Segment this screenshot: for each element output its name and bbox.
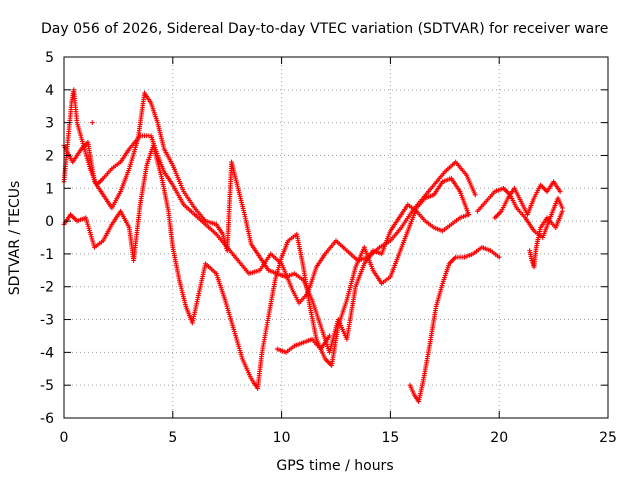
series-satellite-track-5: [274, 333, 332, 355]
series-satellite-track-8: [527, 208, 565, 270]
x-tick-label: 20: [490, 430, 508, 446]
x-axis-title: GPS time / hours: [276, 458, 393, 474]
grid-lines: [64, 57, 608, 418]
y-tick-label: 2: [45, 148, 54, 164]
y-tick-label: 4: [45, 83, 54, 99]
x-tick-label: 0: [60, 430, 69, 446]
series-outlier: [89, 120, 95, 126]
data-points: [61, 87, 565, 404]
y-tick-label: 0: [45, 214, 54, 230]
data-point: [559, 208, 565, 214]
data-point: [472, 192, 478, 198]
y-tick-label: -6: [40, 411, 54, 427]
x-tick-label: 25: [599, 430, 617, 446]
data-point: [496, 254, 502, 260]
y-tick-label: 3: [45, 116, 54, 132]
series-satellite-track-1: [61, 87, 478, 306]
y-tick-label: -1: [40, 247, 54, 263]
series-satellite-track-6: [475, 185, 565, 240]
axis-ticks: 0 5 10 15 20 25 -6 -5 -4 -3 -2 -1 0 1 2 3 4 5: [40, 50, 617, 446]
y-tick-label: -4: [40, 345, 54, 361]
x-tick-label: 15: [381, 430, 399, 446]
plot-frame: [63, 56, 609, 419]
series-satellite-track-3: [61, 90, 472, 355]
y-tick-label: -3: [40, 313, 54, 329]
series-satellite-track-2: [61, 143, 472, 391]
series-satellite-track-7: [492, 179, 563, 221]
y-tick-label: 1: [45, 181, 54, 197]
data-point: [327, 333, 332, 339]
data-point: [557, 189, 563, 194]
data-point: [466, 212, 472, 217]
chart-title: Day 056 of 2026, Sidereal Day-to-day VTE…: [41, 21, 608, 37]
y-tick-label: -5: [40, 378, 54, 394]
y-axis-title: SDTVAR / TECUs: [7, 181, 23, 296]
x-tick-label: 5: [168, 430, 177, 446]
data-point: [89, 120, 95, 126]
x-tick-label: 10: [273, 430, 291, 446]
y-tick-label: 5: [45, 50, 54, 66]
y-tick-label: -2: [40, 280, 54, 296]
series-satellite-track-4: [407, 244, 502, 404]
